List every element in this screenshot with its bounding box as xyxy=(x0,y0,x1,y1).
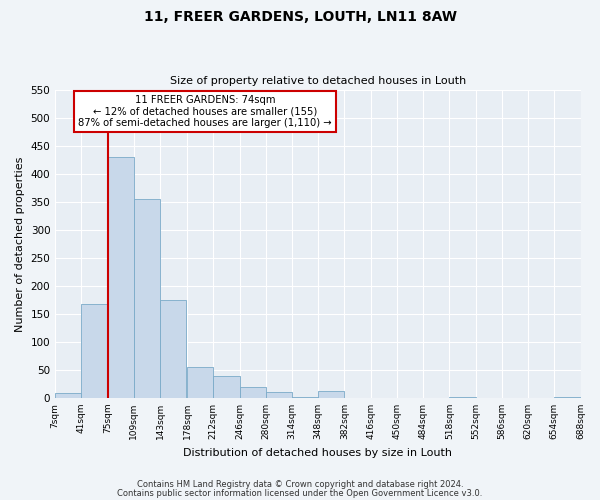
Text: 11 FREER GARDENS: 74sqm
← 12% of detached houses are smaller (155)
87% of semi-d: 11 FREER GARDENS: 74sqm ← 12% of detache… xyxy=(78,94,332,128)
Bar xyxy=(160,300,187,398)
Bar xyxy=(214,376,239,398)
Bar xyxy=(55,394,82,398)
Bar xyxy=(82,304,107,398)
Bar xyxy=(187,367,214,398)
Title: Size of property relative to detached houses in Louth: Size of property relative to detached ho… xyxy=(170,76,466,86)
Text: 11, FREER GARDENS, LOUTH, LN11 8AW: 11, FREER GARDENS, LOUTH, LN11 8AW xyxy=(143,10,457,24)
Text: Contains public sector information licensed under the Open Government Licence v3: Contains public sector information licen… xyxy=(118,489,482,498)
Bar xyxy=(266,392,292,398)
Text: Contains HM Land Registry data © Crown copyright and database right 2024.: Contains HM Land Registry data © Crown c… xyxy=(137,480,463,489)
X-axis label: Distribution of detached houses by size in Louth: Distribution of detached houses by size … xyxy=(184,448,452,458)
Bar xyxy=(318,391,344,398)
Y-axis label: Number of detached properties: Number of detached properties xyxy=(15,156,25,332)
Bar xyxy=(134,199,160,398)
Bar xyxy=(239,386,266,398)
Bar xyxy=(107,157,134,398)
